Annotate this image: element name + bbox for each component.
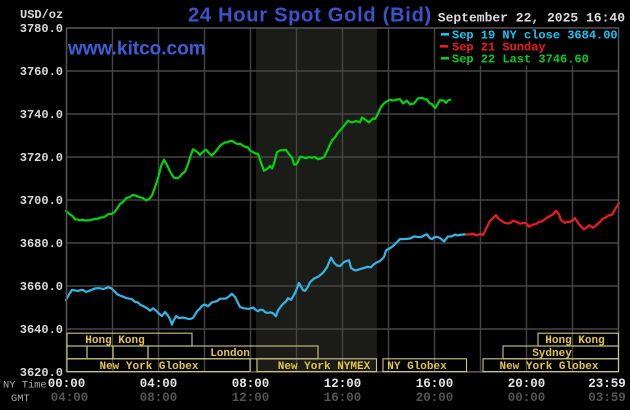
svg-text:New York Globex: New York Globex xyxy=(499,361,598,373)
svg-text:NY Time: NY Time xyxy=(3,379,47,391)
svg-text:www.kitco.com: www.kitco.com xyxy=(67,39,206,60)
svg-text:3660.0: 3660.0 xyxy=(20,280,63,294)
svg-text:08:00: 08:00 xyxy=(140,391,178,405)
svg-text:USD/oz: USD/oz xyxy=(20,8,63,22)
svg-text:08:00: 08:00 xyxy=(232,377,270,391)
svg-text:16:00: 16:00 xyxy=(416,377,454,391)
svg-text:London: London xyxy=(210,348,250,360)
svg-text:3760.0: 3760.0 xyxy=(20,65,63,79)
svg-text:Sep 21 Sunday: Sep 21 Sunday xyxy=(452,41,546,55)
svg-text:04:00: 04:00 xyxy=(51,391,89,405)
svg-text:Hong Kong: Hong Kong xyxy=(545,335,604,347)
svg-text:24 Hour Spot Gold (Bid): 24 Hour Spot Gold (Bid) xyxy=(188,5,432,27)
svg-text:3740.0: 3740.0 xyxy=(20,108,63,122)
svg-text:03:59: 03:59 xyxy=(588,391,626,405)
svg-text:New York Globex: New York Globex xyxy=(99,361,198,373)
svg-text:12:00: 12:00 xyxy=(324,377,362,391)
svg-text:00:00: 00:00 xyxy=(508,391,546,405)
svg-text:3680.0: 3680.0 xyxy=(20,237,63,251)
svg-text:NY Globex: NY Globex xyxy=(387,361,447,373)
svg-text:04:00: 04:00 xyxy=(140,377,178,391)
svg-text:GMT: GMT xyxy=(11,393,30,405)
svg-text:New York NYMEX: New York NYMEX xyxy=(278,361,371,373)
svg-text:Sep 22 Last 3746.60: Sep 22 Last 3746.60 xyxy=(452,53,589,67)
svg-text:3620.0: 3620.0 xyxy=(20,366,63,380)
svg-text:23:59: 23:59 xyxy=(588,377,626,391)
svg-text:3780.0: 3780.0 xyxy=(20,22,63,36)
svg-text:3640.0: 3640.0 xyxy=(20,323,63,337)
svg-text:12:00: 12:00 xyxy=(232,391,270,405)
svg-text:3720.0: 3720.0 xyxy=(20,151,63,165)
svg-text:Hong Kong: Hong Kong xyxy=(85,335,144,347)
svg-text:20:00: 20:00 xyxy=(508,377,546,391)
svg-text:Sep 19 NY close 3684.00: Sep 19 NY close 3684.00 xyxy=(452,29,618,43)
svg-text:September 22, 2025 16:40: September 22, 2025 16:40 xyxy=(438,11,625,26)
svg-text:20:00: 20:00 xyxy=(416,391,454,405)
svg-text:00:00: 00:00 xyxy=(48,377,86,391)
svg-text:16:00: 16:00 xyxy=(324,391,362,405)
svg-text:3700.0: 3700.0 xyxy=(20,194,63,208)
svg-text:Sydney: Sydney xyxy=(532,348,572,360)
